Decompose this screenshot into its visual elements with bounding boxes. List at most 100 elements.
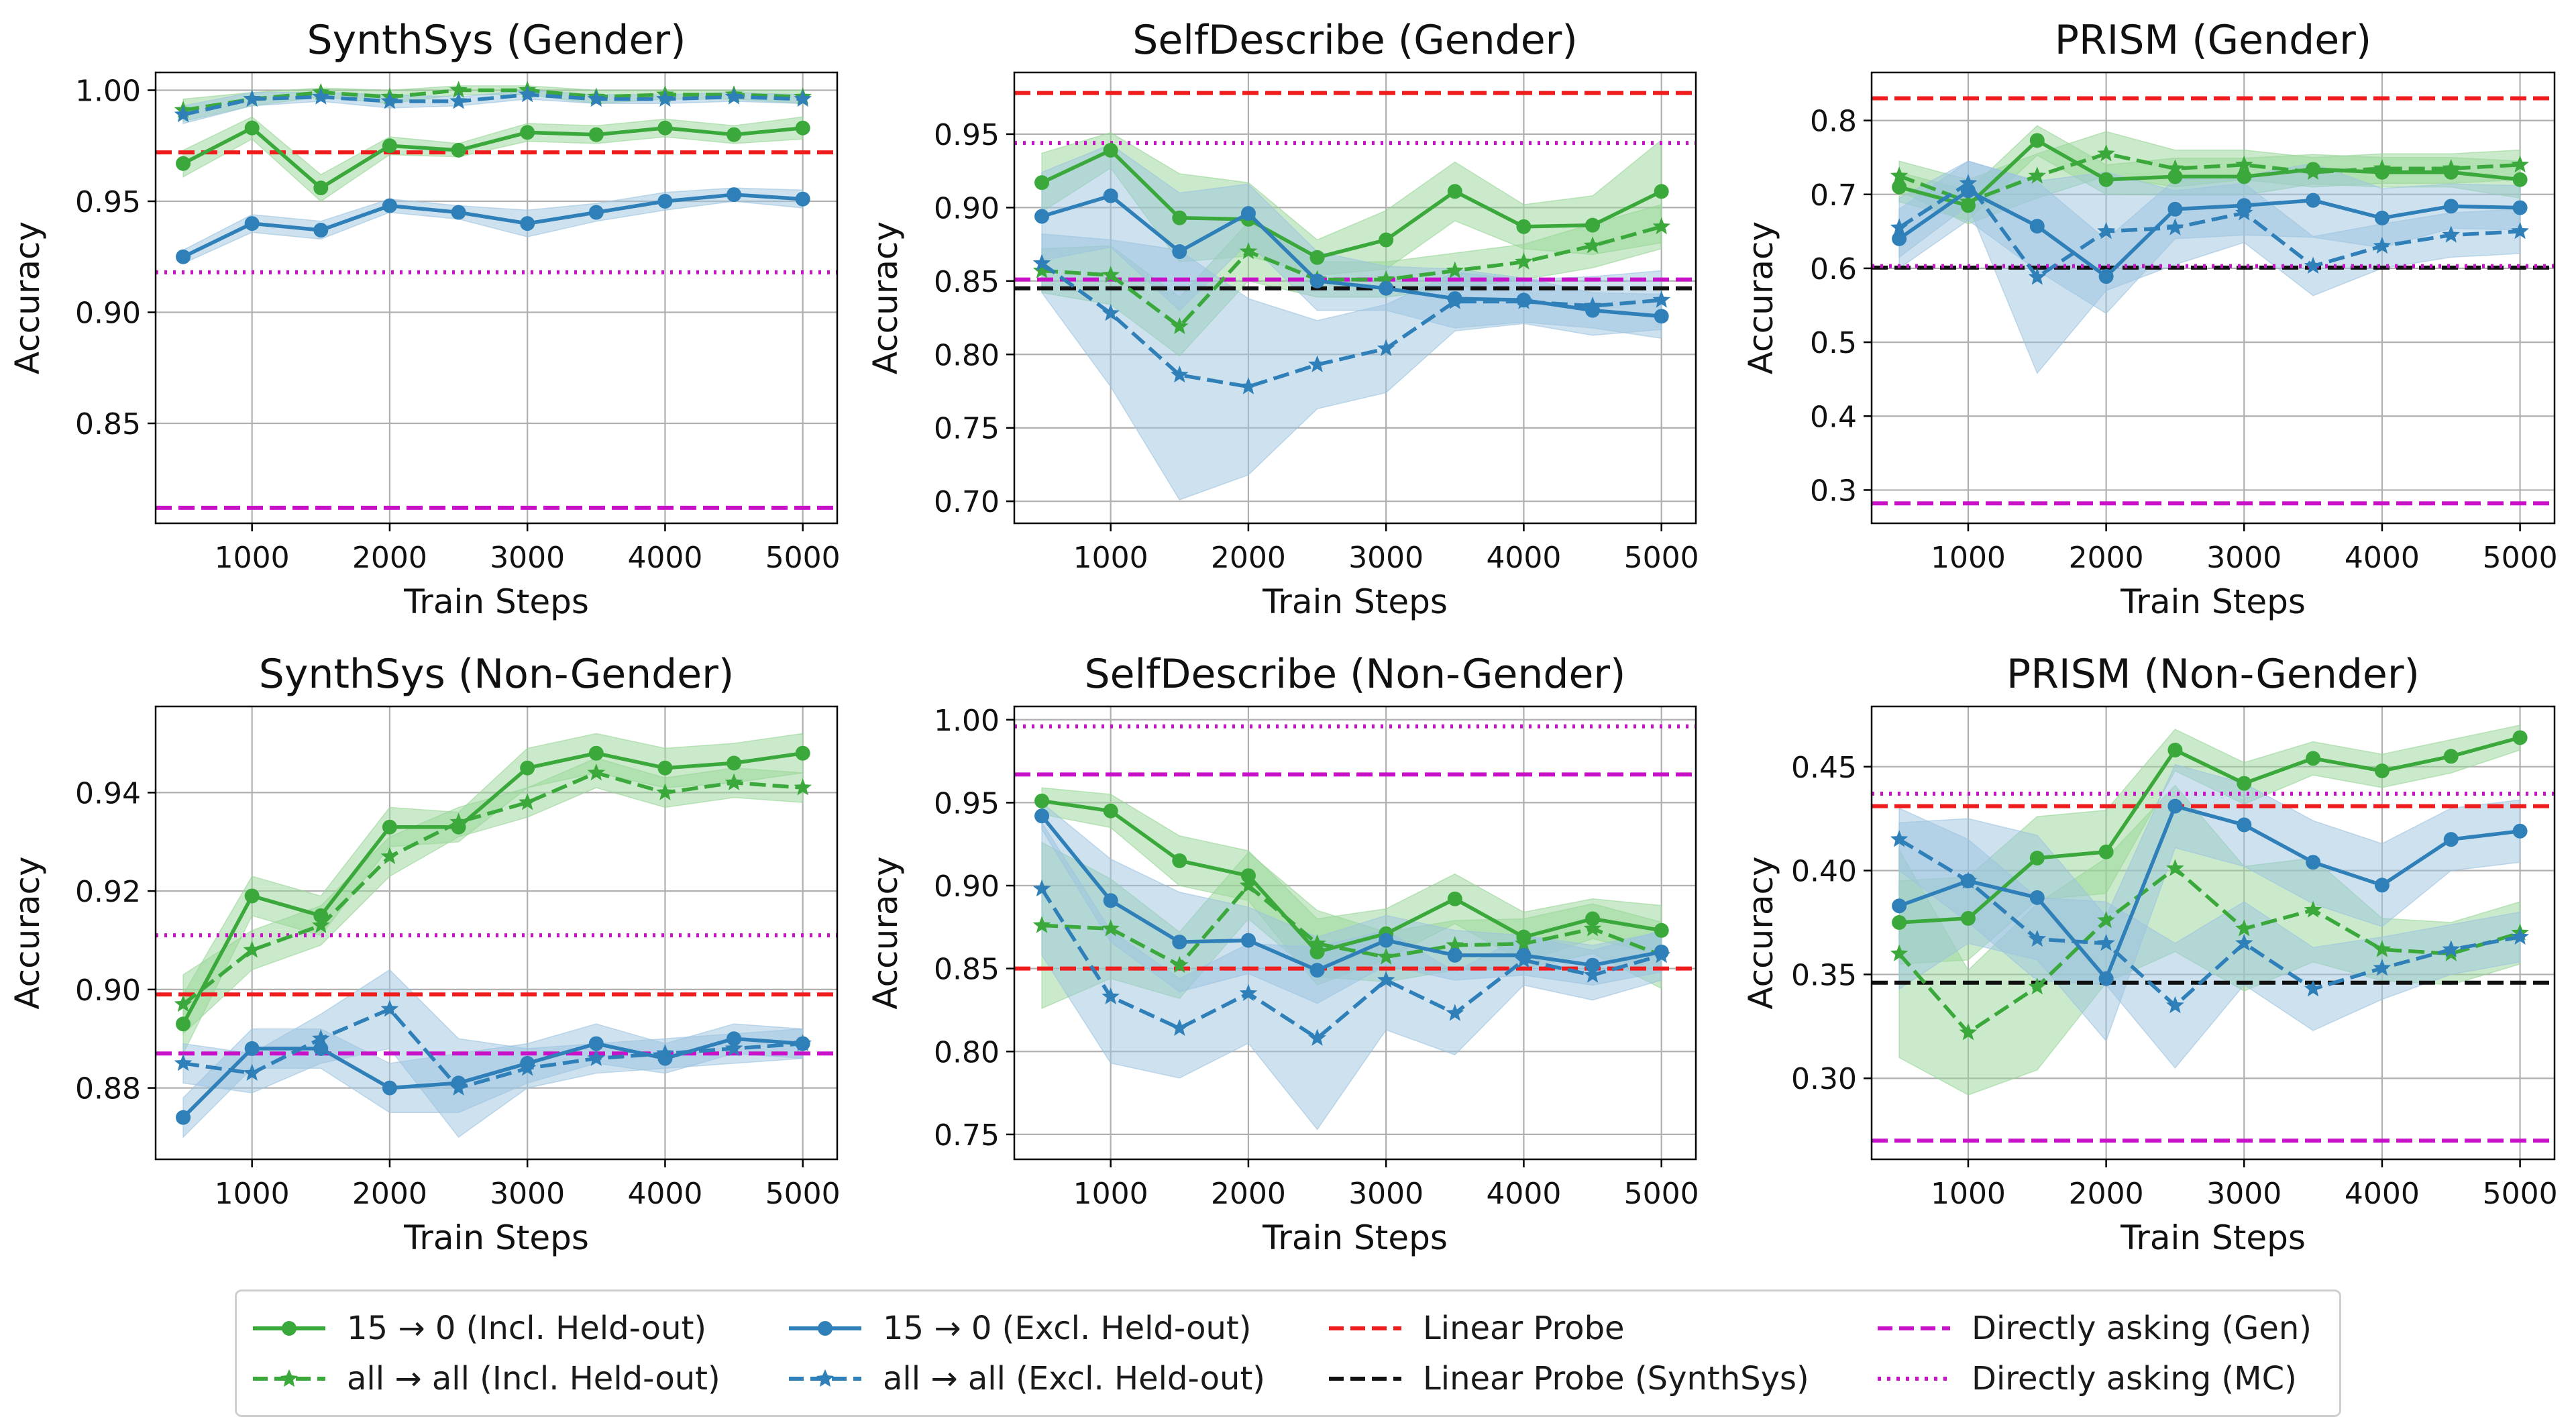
data-point (176, 1016, 191, 1032)
x-tick-label: 2000 (2069, 1177, 2144, 1211)
data-point (518, 793, 537, 810)
data-point (2442, 940, 2461, 957)
data-point (1446, 936, 1464, 953)
data-point (1172, 210, 1187, 225)
x-tick-label: 2000 (2069, 541, 2144, 575)
x-axis-label: Train Steps (2120, 582, 2306, 621)
data-point (2028, 929, 2047, 947)
data-point (313, 223, 329, 238)
data-point (1103, 188, 1118, 203)
series-line (182, 93, 803, 117)
data-point (1102, 304, 1120, 321)
data-point (2166, 996, 2184, 1014)
data-point (313, 1041, 329, 1056)
data-point (2029, 890, 2045, 905)
data-point (1379, 232, 1394, 248)
legend-swatch (253, 1321, 325, 1336)
data-point (2029, 133, 2045, 148)
data-point (656, 89, 674, 107)
data-point (724, 1039, 743, 1057)
data-point (2167, 201, 2183, 217)
data-point (449, 92, 468, 109)
data-point (1583, 236, 1602, 254)
data-point (2443, 832, 2459, 847)
chart-panel: 1000 2000 3000 4000 5000 0.75 0.80 0.85 0.90 0.95… (866, 651, 1699, 1257)
data-point (174, 105, 193, 123)
data-point (2167, 743, 2183, 758)
series-line (1898, 189, 2520, 278)
y-tick-label: 0.75 (934, 412, 1000, 446)
data-point (1890, 944, 1909, 961)
series-line (1898, 138, 2520, 208)
data-point (2304, 162, 2322, 180)
data-point (1585, 911, 1601, 927)
series-line (1041, 799, 1662, 954)
data-point (794, 89, 812, 107)
data-point (2028, 268, 2047, 285)
y-tick-label: 1.00 (75, 74, 141, 108)
data-point (2235, 155, 2253, 172)
y-tick-label: 0.4 (1810, 400, 1857, 434)
series-line (1041, 225, 1662, 329)
y-tick-label: 0.85 (934, 265, 1000, 299)
chart-title: SelfDescribe (Gender) (1132, 17, 1578, 64)
data-point (1172, 244, 1187, 260)
legend-swatch (253, 1369, 325, 1387)
data-point (244, 888, 260, 904)
data-point (727, 1031, 742, 1047)
data-point (1585, 217, 1601, 233)
data-point (2512, 172, 2528, 187)
y-tick-label: 0.95 (934, 118, 1000, 152)
data-point (1515, 934, 1533, 951)
data-point (2098, 172, 2114, 187)
data-point (1239, 984, 1258, 1002)
plot-area (1014, 91, 1696, 500)
data-point (2098, 971, 2114, 986)
legend-swatch (1329, 1377, 1401, 1381)
data-point (1171, 955, 1189, 973)
data-point (382, 138, 397, 154)
data-point (451, 142, 466, 158)
data-point (2237, 169, 2252, 184)
x-tick-label: 2000 (352, 1177, 427, 1211)
data-point (313, 180, 329, 196)
x-tick-label: 1000 (1073, 541, 1148, 575)
data-point (1585, 957, 1601, 973)
data-point (1102, 266, 1120, 283)
plot-area (156, 81, 837, 510)
data-point (1583, 965, 1602, 983)
data-point (1515, 292, 1533, 309)
data-point (2374, 763, 2390, 778)
data-point (2443, 199, 2459, 214)
data-point (1446, 292, 1464, 309)
data-point (2512, 200, 2528, 215)
data-point (1377, 947, 1395, 965)
data-point (795, 120, 810, 136)
data-point (1892, 915, 1907, 931)
data-point (724, 773, 743, 790)
series-line (1898, 837, 2521, 1008)
legend-label: Directly asking (MC) (1972, 1360, 2297, 1397)
series-line (1040, 262, 1662, 389)
data-point (518, 1059, 537, 1076)
data-point (1652, 945, 1670, 963)
data-point (656, 783, 674, 800)
x-tick-label: 1000 (215, 1177, 290, 1211)
data-point (2237, 817, 2252, 833)
y-axis-label: Accuracy (8, 221, 47, 374)
data-point (1515, 951, 1533, 968)
confidence-band (182, 116, 804, 202)
data-point (1447, 891, 1462, 906)
y-tick-label: 0.90 (934, 869, 1000, 904)
y-tick-label: 0.95 (934, 786, 1000, 821)
legend-item-all-all-incl: all → all (Incl. Held-out) (249, 1355, 720, 1402)
data-point (1309, 963, 1325, 978)
data-point (2235, 919, 2253, 937)
y-tick-label: 0.5 (1810, 326, 1857, 360)
x-tick-label: 1000 (1073, 1177, 1148, 1211)
data-point (2098, 844, 2114, 859)
data-point (724, 87, 743, 105)
x-tick-label: 5000 (1624, 541, 1699, 575)
x-axis-label: Train Steps (2120, 1218, 2306, 1257)
x-tick-label: 4000 (2345, 541, 2420, 575)
